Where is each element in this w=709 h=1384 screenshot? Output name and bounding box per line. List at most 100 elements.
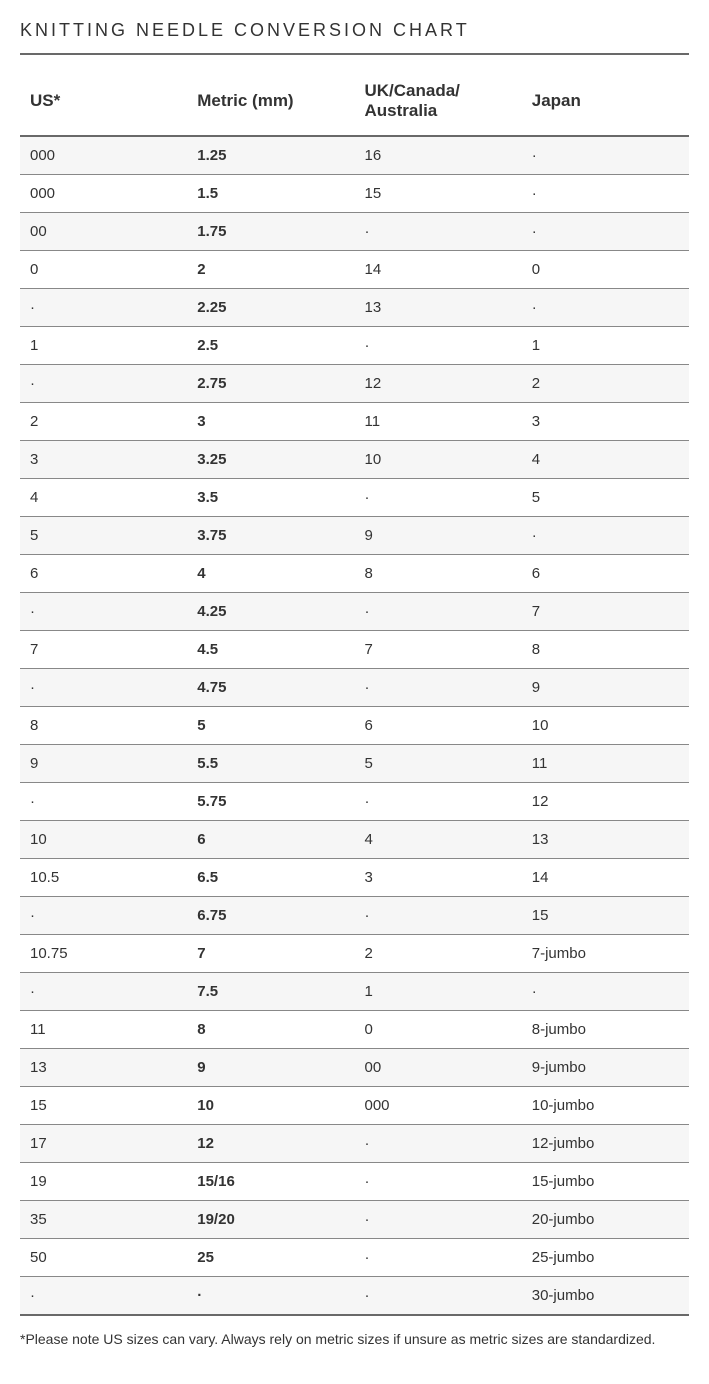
table-cell: · [355,593,522,631]
table-row: 12.5·1 [20,327,689,365]
table-cell: 5 [187,707,354,745]
table-cell: 35 [20,1201,187,1239]
table-cell: 6 [20,555,187,593]
table-cell: 12 [355,365,522,403]
table-cell: 16 [355,136,522,175]
table-row: 6486 [20,555,689,593]
col-header-us: US* [20,67,187,136]
col-header-uk: UK/Canada/Australia [355,67,522,136]
table-cell: · [522,973,689,1011]
table-cell: · [20,289,187,327]
table-cell: · [522,517,689,555]
table-cell: 00 [355,1049,522,1087]
table-cell: 6 [355,707,522,745]
table-cell: · [355,1163,522,1201]
table-row: 001.75·· [20,213,689,251]
table-cell: 1 [522,327,689,365]
table-row: 1712·12-jumbo [20,1125,689,1163]
table-cell: 13 [355,289,522,327]
table-cell: 12 [187,1125,354,1163]
table-row: 106413 [20,821,689,859]
table-row: 23113 [20,403,689,441]
table-cell: 8-jumbo [522,1011,689,1049]
table-cell: 10 [20,821,187,859]
table-cell: 2.5 [187,327,354,365]
table-cell: 2 [20,403,187,441]
table-cell: 2 [355,935,522,973]
table-row: 151000010-jumbo [20,1087,689,1125]
table-cell: 3.25 [187,441,354,479]
table-cell: 25 [187,1239,354,1277]
table-cell: 9 [522,669,689,707]
table-cell: 11 [355,403,522,441]
table-cell: 17 [20,1125,187,1163]
table-cell: 15/16 [187,1163,354,1201]
table-cell: 6 [187,821,354,859]
table-cell: 1 [20,327,187,365]
table-cell: · [355,1125,522,1163]
table-cell: · [20,1277,187,1316]
table-cell: 10.75 [20,935,187,973]
table-cell: 2.75 [187,365,354,403]
table-cell: 7 [355,631,522,669]
table-cell: 000 [20,136,187,175]
table-cell: 3.5 [187,479,354,517]
table-cell: 15 [522,897,689,935]
table-body: 0001.2516·0001.515·001.75··02140·2.2513·… [20,136,689,1315]
table-cell: 8 [522,631,689,669]
table-cell: 19 [20,1163,187,1201]
table-cell: 12 [522,783,689,821]
table-cell: 30-jumbo [522,1277,689,1316]
table-row: 85610 [20,707,689,745]
table-cell: 13 [20,1049,187,1087]
table-cell: 9 [355,517,522,555]
table-cell: 000 [355,1087,522,1125]
table-cell: 15 [20,1087,187,1125]
table-cell: 5.75 [187,783,354,821]
table-row: 0001.515· [20,175,689,213]
table-cell: 8 [355,555,522,593]
table-row: 3519/20·20-jumbo [20,1201,689,1239]
table-cell: 4 [355,821,522,859]
table-row: ·4.25·7 [20,593,689,631]
table-cell: 0 [355,1011,522,1049]
table-row: ·4.75·9 [20,669,689,707]
table-cell: 20-jumbo [522,1201,689,1239]
table-cell: 2 [187,251,354,289]
table-cell: 4 [522,441,689,479]
table-cell: 0 [522,251,689,289]
table-cell: 3 [522,403,689,441]
table-row: 95.5511 [20,745,689,783]
table-row: 10.56.5314 [20,859,689,897]
table-row: ·2.75122 [20,365,689,403]
conversion-table: US* Metric (mm) UK/Canada/Australia Japa… [20,67,689,1316]
table-row: 11808-jumbo [20,1011,689,1049]
table-cell: · [20,669,187,707]
table-cell: 5 [355,745,522,783]
table-cell: 11 [20,1011,187,1049]
table-row: ·2.2513· [20,289,689,327]
table-cell: 10.5 [20,859,187,897]
table-cell: 9 [187,1049,354,1087]
table-cell: 7-jumbo [522,935,689,973]
table-cell: 13 [522,821,689,859]
page-title: KNITTING NEEDLE CONVERSION CHART [20,20,689,55]
table-cell: 00 [20,213,187,251]
table-cell: 5 [522,479,689,517]
table-cell: · [20,365,187,403]
table-row: 02140 [20,251,689,289]
table-row: 1915/16·15-jumbo [20,1163,689,1201]
table-cell: 12-jumbo [522,1125,689,1163]
table-cell: 0 [20,251,187,289]
table-cell: 4 [187,555,354,593]
table-cell: 7 [20,631,187,669]
table-cell: 7.5 [187,973,354,1011]
table-row: 0001.2516· [20,136,689,175]
table-cell: 14 [355,251,522,289]
table-header-row: US* Metric (mm) UK/Canada/Australia Japa… [20,67,689,136]
table-cell: 15-jumbo [522,1163,689,1201]
table-cell: · [522,175,689,213]
table-cell: 1.75 [187,213,354,251]
table-cell: 1.5 [187,175,354,213]
table-cell: 4.75 [187,669,354,707]
